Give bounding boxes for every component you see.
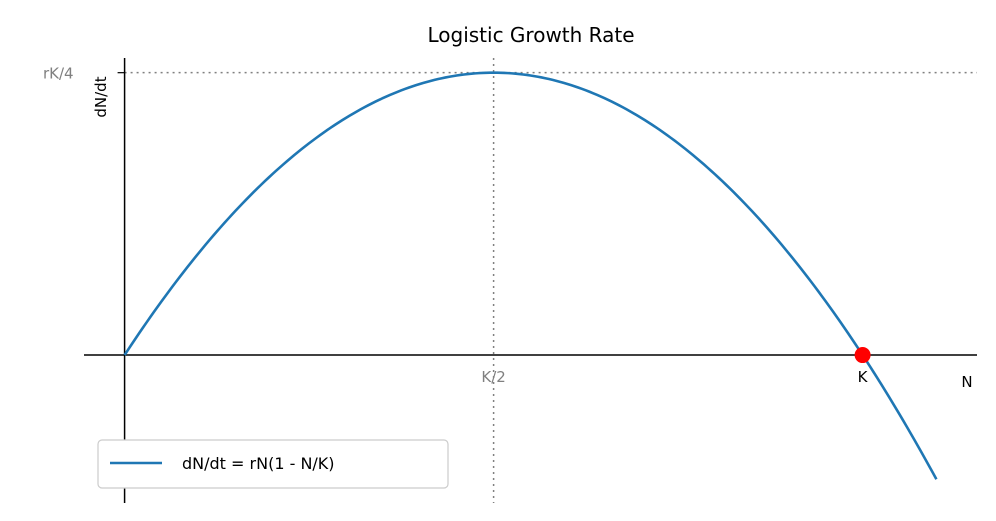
carrying-capacity-point [854, 347, 871, 364]
x-axis-label: N [961, 373, 972, 391]
carrying-capacity-label: K [858, 368, 869, 386]
k-half-tick-label: K/2 [481, 368, 505, 386]
chart-title: Logistic Growth Rate [427, 23, 634, 47]
y-axis-label: dN/dt [92, 76, 110, 117]
max-rate-tick-label: rK/4 [43, 65, 74, 83]
legend-label: dN/dt = rN(1 - N/K) [182, 454, 335, 473]
growth-rate-curve [123, 71, 938, 480]
legend: dN/dt = rN(1 - N/K) [97, 439, 449, 489]
legend-box [97, 439, 449, 489]
